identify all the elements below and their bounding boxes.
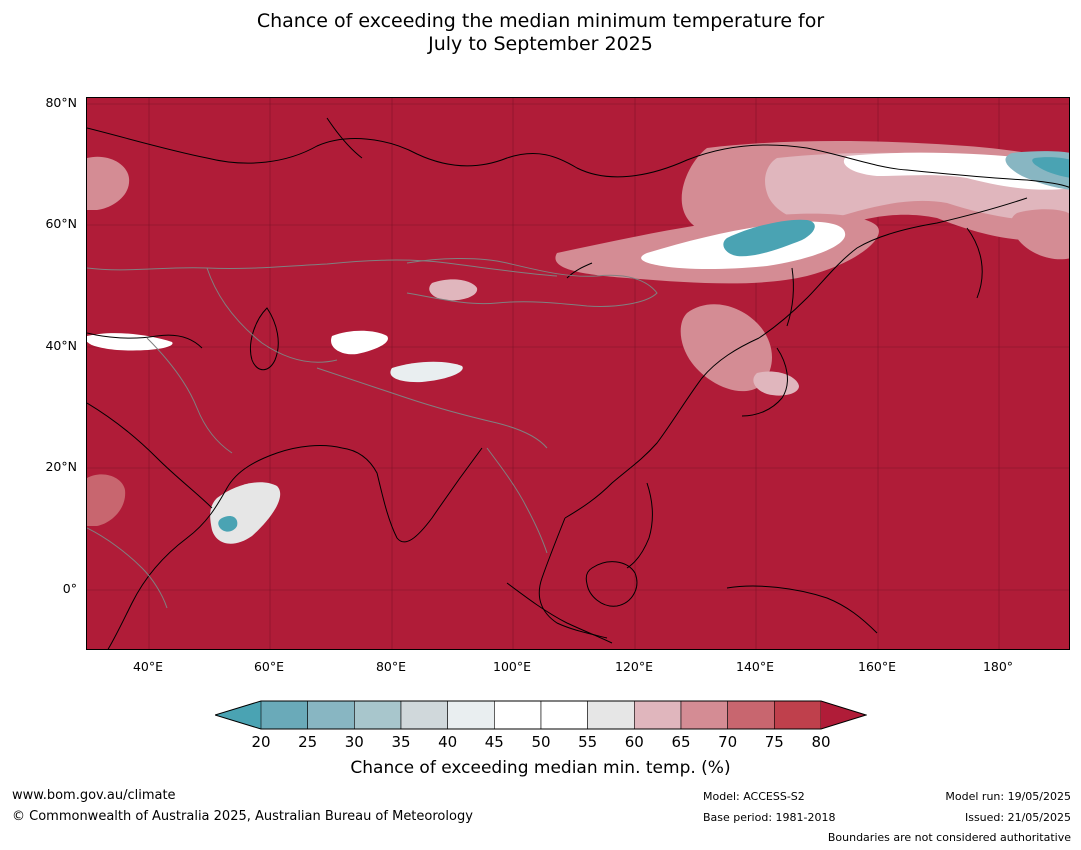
colorbar-segment <box>494 700 542 730</box>
patch-okhotsk-blue <box>723 219 815 257</box>
colorbar-segment <box>260 700 308 730</box>
colorbar-tick: 70 <box>718 733 738 751</box>
colorbar-segment <box>307 700 355 730</box>
title-line-1: Chance of exceeding the median minimum t… <box>256 10 825 32</box>
patch-japan <box>680 304 772 392</box>
lon-label-80e: 80°E <box>375 659 407 674</box>
lon-label-60e: 60°E <box>253 659 285 674</box>
lat-label-60n: 60°N <box>45 216 77 231</box>
coast-arctic <box>87 127 1069 188</box>
footer-copyright: © Commonwealth of Australia 2025, Austra… <box>12 809 473 824</box>
border-east-africa <box>87 527 168 609</box>
colorbar-tick: 65 <box>671 733 691 751</box>
lat-label-20n: 20°N <box>45 459 77 474</box>
coast-new-guinea <box>726 585 878 634</box>
patch-west-siberia <box>87 156 130 210</box>
colorbar-tick: 80 <box>811 733 831 751</box>
lon-label-100e: 100°E <box>492 659 532 674</box>
border-china-india <box>316 367 548 449</box>
coast-kamchatka <box>966 227 983 299</box>
lon-label-160e: 160°E <box>857 659 897 674</box>
coast-caspian <box>250 307 279 371</box>
coast-philippines <box>626 482 653 569</box>
footer-disclaimer: Boundaries are not considered authoritat… <box>827 831 1071 844</box>
colorbar-tick: 50 <box>531 733 551 751</box>
border-mongolia <box>406 257 658 307</box>
colorbar-outline <box>215 700 867 730</box>
colorbar-segment <box>587 700 635 730</box>
coast-sumatra <box>506 582 613 644</box>
coast-novaya-zemlya <box>326 117 363 159</box>
colorbar-segment <box>680 700 728 730</box>
border-middle-east <box>146 337 233 454</box>
map-svg <box>87 98 1069 649</box>
patch-mongolia <box>429 279 478 301</box>
colorbar-arrow-low <box>215 701 261 729</box>
coast-japan <box>741 347 788 417</box>
lon-label-140e: 140°E <box>735 659 775 674</box>
colorbar-segment <box>540 700 588 730</box>
colorbar-segment <box>447 700 495 730</box>
title-line-2: July to September 2025 <box>428 33 653 55</box>
map-title: Chance of exceeding the median minimum t… <box>0 10 1081 56</box>
colorbar-segment <box>727 700 775 730</box>
colorbar-segments <box>215 700 866 730</box>
coast-china-east <box>564 337 760 519</box>
colorbar-tick: 75 <box>764 733 784 751</box>
coast-southeast-asia <box>538 517 608 639</box>
colorbar-segment <box>354 700 402 730</box>
patch-kazakh-white <box>331 330 388 355</box>
border-russia-kazakh <box>87 259 558 277</box>
lat-label-40n: 40°N <box>45 338 77 353</box>
coast-mediterranean <box>87 332 203 349</box>
colorbar-segment <box>774 700 822 730</box>
footer-model-run: Model run: 19/05/2025 <box>945 790 1071 803</box>
colorbar-tick: 30 <box>344 733 364 751</box>
colorbar-segment <box>400 700 448 730</box>
patch-bering-blue <box>1032 157 1069 178</box>
colorbar-tick: 55 <box>578 733 598 751</box>
patch-tibet-white <box>390 361 463 383</box>
colorbar-arrow-high <box>821 701 866 729</box>
lon-label-40e: 40°E <box>132 659 164 674</box>
coast-red-sea <box>87 402 213 509</box>
colorbar-tick: 35 <box>391 733 411 751</box>
coast-india <box>341 447 483 543</box>
patch-africa-west <box>87 474 126 526</box>
patch-europe-white <box>87 333 173 351</box>
lon-label-120e: 120°E <box>614 659 654 674</box>
coast-baikal <box>566 262 593 279</box>
colorbar-tick: 45 <box>484 733 504 751</box>
colorbar-tick: 20 <box>251 733 271 751</box>
lat-label-0: 0° <box>62 581 77 596</box>
probability-patches <box>87 141 1069 544</box>
coast-arabia <box>107 445 343 649</box>
lat-label-80n: 80°N <box>45 95 77 110</box>
coast-pacific-north <box>758 197 1028 339</box>
coast-sakhalin <box>786 267 794 327</box>
footer-issued: Issued: 21/05/2025 <box>964 811 1071 824</box>
border-southeast-asia <box>486 447 548 554</box>
patch-somalia-blue <box>218 515 238 532</box>
lon-label-180: 180° <box>982 659 1014 674</box>
border-central-asia <box>206 267 338 363</box>
colorbar-tick: 25 <box>298 733 318 751</box>
national-boundaries <box>87 257 658 609</box>
footer-base-period: Base period: 1981-2018 <box>703 811 836 824</box>
coastlines <box>87 117 1069 649</box>
colorbar <box>215 700 867 730</box>
colorbar-title: Chance of exceeding median min. temp. (%… <box>350 758 731 778</box>
colorbar-segment <box>634 700 682 730</box>
colorbar-tick: 60 <box>624 733 644 751</box>
footer-website: www.bom.gov.au/climate <box>12 788 176 803</box>
footer-model: Model: ACCESS-S2 <box>703 790 805 803</box>
patch-pacific-east <box>1011 209 1069 260</box>
colorbar-tick: 40 <box>438 733 458 751</box>
probability-map <box>86 97 1070 650</box>
coast-borneo <box>585 561 638 607</box>
